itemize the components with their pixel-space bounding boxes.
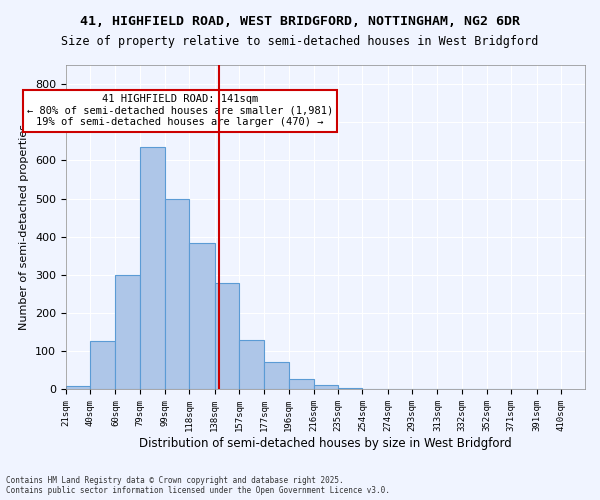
X-axis label: Distribution of semi-detached houses by size in West Bridgford: Distribution of semi-detached houses by … <box>139 437 512 450</box>
Bar <box>165 198 189 390</box>
Bar <box>115 275 140 390</box>
Text: 41, HIGHFIELD ROAD, WEST BRIDGFORD, NOTTINGHAM, NG2 6DR: 41, HIGHFIELD ROAD, WEST BRIDGFORD, NOTT… <box>80 15 520 28</box>
Bar <box>289 379 314 390</box>
Text: 41 HIGHFIELD ROAD: 141sqm
← 80% of semi-detached houses are smaller (1,981)
19% : 41 HIGHFIELD ROAD: 141sqm ← 80% of semi-… <box>27 94 333 128</box>
Bar <box>189 242 215 390</box>
Text: Size of property relative to semi-detached houses in West Bridgford: Size of property relative to semi-detach… <box>61 35 539 48</box>
Bar <box>66 386 90 390</box>
Bar <box>90 340 115 390</box>
Bar <box>140 147 165 390</box>
Bar <box>239 340 265 390</box>
Bar <box>314 385 338 390</box>
Text: Contains HM Land Registry data © Crown copyright and database right 2025.
Contai: Contains HM Land Registry data © Crown c… <box>6 476 390 495</box>
Y-axis label: Number of semi-detached properties: Number of semi-detached properties <box>19 124 29 330</box>
Bar <box>215 284 239 390</box>
Bar <box>338 388 362 390</box>
Bar <box>265 362 289 390</box>
